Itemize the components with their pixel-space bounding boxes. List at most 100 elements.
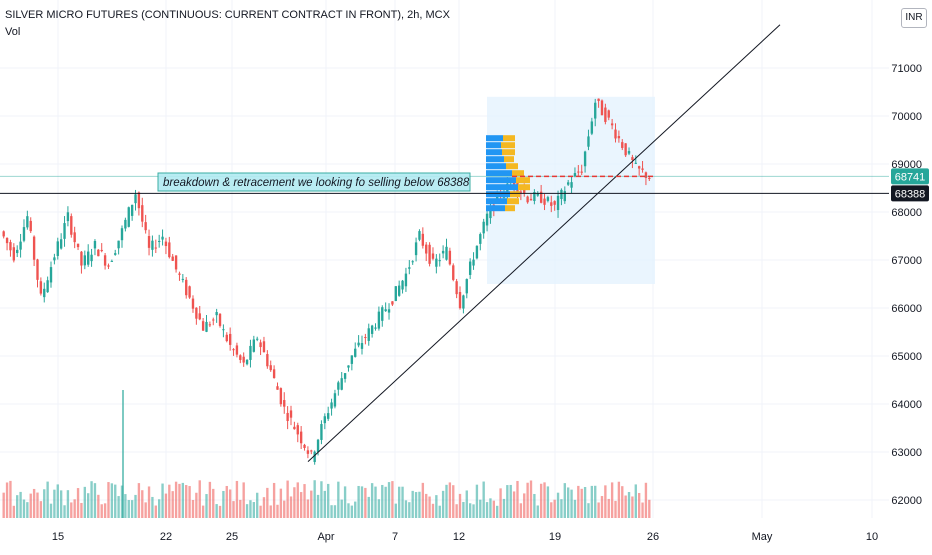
candle-body bbox=[441, 250, 445, 254]
candle-body bbox=[543, 198, 546, 205]
profile-bar-orange bbox=[518, 184, 530, 191]
candle-body bbox=[49, 267, 53, 283]
candle-body bbox=[333, 393, 337, 407]
currency-badge[interactable]: INR bbox=[901, 8, 927, 28]
x-tick-label: 26 bbox=[647, 531, 659, 543]
candle-body bbox=[597, 98, 600, 102]
candle-body bbox=[161, 236, 164, 240]
candle-body bbox=[59, 239, 63, 249]
volume-bar bbox=[560, 499, 563, 518]
volume-bar bbox=[374, 486, 377, 518]
candle-body bbox=[425, 244, 428, 254]
volume-bar bbox=[22, 499, 26, 518]
volume-bar bbox=[198, 480, 201, 518]
candle-body bbox=[5, 237, 9, 244]
volume-bar bbox=[621, 486, 624, 518]
profile-bar-blue bbox=[486, 156, 504, 163]
volume-bar bbox=[546, 486, 550, 518]
candle-body bbox=[475, 245, 479, 259]
volume-bar bbox=[641, 502, 644, 518]
candle-body bbox=[12, 247, 16, 261]
volume-bar bbox=[283, 500, 286, 518]
annotation-text: breakdown & retracement we looking fo se… bbox=[163, 177, 470, 189]
volume-bar bbox=[49, 503, 53, 518]
candle-body bbox=[489, 206, 492, 219]
volume-bar bbox=[191, 499, 195, 518]
volume-bar bbox=[377, 499, 381, 518]
volume-bar bbox=[32, 488, 36, 518]
candle-body bbox=[137, 192, 141, 209]
volume-bar bbox=[391, 481, 394, 518]
candle-body bbox=[239, 355, 242, 360]
x-tick-label: May bbox=[752, 531, 773, 543]
candle-body bbox=[218, 313, 222, 326]
volume-bar bbox=[590, 485, 594, 518]
volume-bar bbox=[536, 505, 539, 518]
volume-bar bbox=[482, 481, 485, 518]
candle-body bbox=[262, 341, 266, 353]
candle-body bbox=[16, 249, 19, 254]
volume-bar bbox=[367, 496, 370, 518]
candle-body bbox=[306, 450, 310, 454]
candle-body bbox=[627, 151, 631, 154]
candle-body bbox=[141, 205, 144, 222]
volume-bar bbox=[279, 488, 283, 518]
volume-bar bbox=[526, 482, 529, 518]
y-tick-label: 68000 bbox=[891, 207, 922, 219]
volume-bar bbox=[168, 484, 171, 518]
candle-body bbox=[354, 348, 357, 357]
volume-bar bbox=[259, 505, 262, 518]
candle-body bbox=[394, 286, 397, 301]
candle-body bbox=[364, 337, 367, 339]
volume-bar bbox=[154, 505, 157, 518]
candle-body bbox=[624, 143, 627, 156]
volume-bar bbox=[161, 483, 164, 518]
annotation-box bbox=[157, 172, 471, 192]
candle-body bbox=[448, 250, 452, 265]
volume-bar bbox=[2, 492, 5, 518]
last-price-tag bbox=[891, 168, 929, 185]
volume-bar bbox=[29, 493, 32, 518]
candle-body bbox=[536, 192, 539, 196]
volume-bar bbox=[587, 503, 590, 518]
volume-bar bbox=[87, 493, 90, 518]
candle-body bbox=[144, 222, 147, 231]
candle-body bbox=[168, 242, 171, 258]
candle-body bbox=[157, 240, 161, 242]
volume-bar bbox=[539, 483, 543, 518]
volume-bar bbox=[303, 484, 306, 518]
candle-body bbox=[103, 255, 107, 266]
y-tick-label: 63000 bbox=[891, 447, 922, 459]
volume-bar bbox=[333, 505, 337, 518]
volume-bar bbox=[648, 499, 651, 518]
candle-body bbox=[171, 256, 174, 261]
volume-bar bbox=[286, 480, 289, 518]
candle-body bbox=[289, 410, 293, 418]
volume-bar bbox=[502, 498, 506, 518]
volume-bar bbox=[492, 500, 496, 518]
volume-bar bbox=[73, 499, 76, 518]
volume-bar bbox=[181, 482, 185, 518]
candle-body bbox=[93, 240, 97, 249]
candle-body bbox=[46, 280, 49, 293]
volume-bar bbox=[276, 504, 279, 518]
volume-bar bbox=[516, 480, 519, 518]
volume-bar bbox=[556, 492, 560, 518]
volume-bar bbox=[130, 500, 134, 518]
candle-body bbox=[188, 286, 191, 298]
candle-body bbox=[83, 255, 86, 266]
profile-bar-blue bbox=[486, 135, 503, 142]
candle-body bbox=[286, 412, 289, 422]
candle-body bbox=[252, 339, 256, 352]
x-tick-label: 10 bbox=[866, 531, 878, 543]
candle-body bbox=[590, 121, 594, 134]
volume-bar bbox=[235, 480, 239, 518]
volume-bar bbox=[56, 484, 59, 518]
candle-body bbox=[256, 338, 259, 340]
volume-bar bbox=[205, 494, 208, 518]
candle-body bbox=[428, 244, 431, 264]
volume-bar bbox=[445, 484, 448, 518]
volume-bar bbox=[563, 483, 566, 518]
volume-bar bbox=[411, 490, 414, 518]
candle-body bbox=[387, 309, 391, 313]
